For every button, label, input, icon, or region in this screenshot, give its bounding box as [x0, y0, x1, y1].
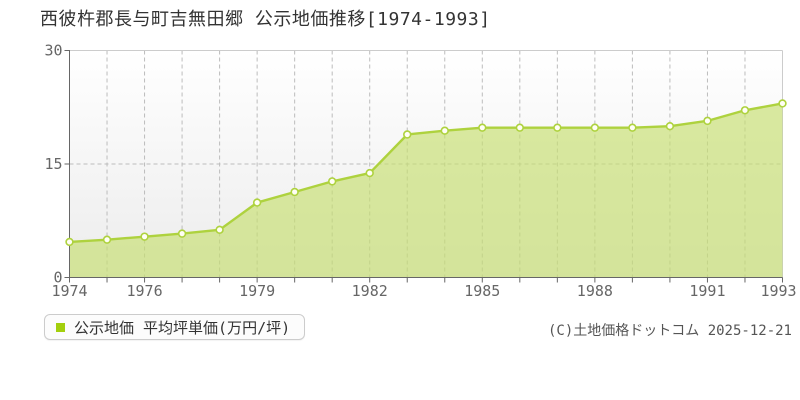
y-tick-label: 0: [53, 269, 62, 287]
data-point-1982: [365, 168, 374, 178]
y-axis-labels: 0 15 30: [44, 42, 62, 287]
data-point-1975: [102, 235, 112, 244]
legend-series-swatch-icon: [56, 322, 65, 332]
data-point-1979: [252, 198, 262, 207]
x-tick-label: 1979: [239, 282, 275, 300]
x-tick-label: 1988: [577, 282, 613, 300]
price-line: [69, 102, 783, 244]
data-point-1977: [177, 229, 187, 238]
x-tick-label: 1985: [464, 282, 500, 300]
data-point-1980: [290, 187, 299, 197]
chart-title: 西彼杵郡長与町吉無田郷 公示地価推移[1974-1993]: [40, 9, 491, 30]
y-tick-label: 15: [44, 155, 62, 173]
data-point-1988: [590, 123, 600, 132]
data-point-1984: [440, 126, 449, 135]
data-point-1989: [628, 123, 637, 132]
data-point-1987: [553, 123, 562, 132]
data-point-1981: [327, 177, 337, 186]
x-tick-label: 1982: [352, 282, 388, 300]
data-point-1976: [140, 232, 149, 241]
price-area: [69, 103, 783, 278]
data-point-1974: [65, 237, 74, 247]
x-tick-label: 1993: [760, 282, 796, 300]
x-tick-label: 1974: [51, 282, 87, 300]
data-point-1990: [665, 121, 675, 131]
data-point-1985: [478, 123, 487, 132]
data-points: [65, 99, 787, 247]
y-tick-label: 30: [44, 42, 62, 60]
data-point-1991: [703, 116, 712, 126]
data-point-1983: [403, 130, 412, 139]
data-point-1992: [740, 106, 750, 115]
copyright-note: (C)土地価格ドットコム 2025-12-21: [547, 323, 792, 339]
data-point-1978: [215, 225, 224, 235]
price-trend-chart: 1974 1976 1979 1982 1985 1988 1991 1993 0 15 30: [44, 42, 796, 301]
x-tick-label: 1991: [689, 282, 725, 300]
legend-series-label: 公示地価 平均坪単価(万円/坪): [74, 318, 291, 337]
x-tick-label: 1976: [126, 282, 162, 300]
legend: 公示地価 平均坪単価(万円/坪): [44, 314, 306, 340]
axes: [64, 50, 783, 283]
data-point-1993: [778, 99, 787, 108]
data-point-1986: [515, 123, 525, 132]
x-axis-labels: 1974 1976 1979 1982 1985 1988 1991 1993: [51, 282, 796, 300]
